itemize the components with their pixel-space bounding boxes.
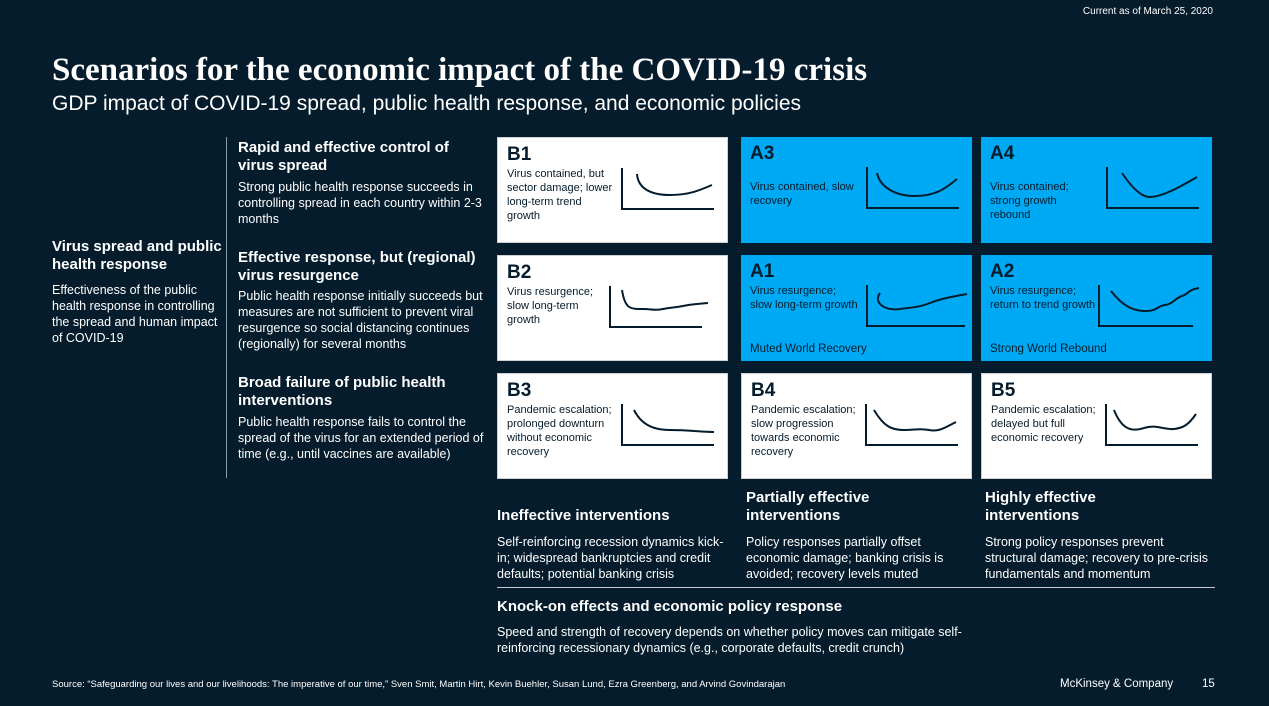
gdp-curve-icon bbox=[609, 286, 709, 328]
source-note: Source: “Safeguarding our lives and our … bbox=[52, 679, 786, 690]
scenario-desc: Pandemic escalation; slow progression to… bbox=[751, 404, 856, 458]
scenario-desc: Virus contained, slow recovery bbox=[750, 181, 854, 207]
row-label-rapid-control: Rapid and effective control of virus spr… bbox=[238, 139, 488, 227]
gdp-curve-icon bbox=[1105, 404, 1198, 446]
gdp-curve-icon bbox=[621, 404, 715, 446]
gdp-curve-icon bbox=[621, 168, 714, 210]
scenario-id: B2 bbox=[507, 262, 532, 283]
knock-on-effects: Knock-on effects and economic policy res… bbox=[497, 598, 977, 656]
column-text: Self-reinforcing recession dynamics kick… bbox=[497, 535, 724, 581]
column-text: Strong policy responses prevent structur… bbox=[985, 535, 1208, 581]
row-heading: Rapid and effective control of virus spr… bbox=[238, 139, 449, 174]
scenario-id: A3 bbox=[750, 143, 775, 164]
column-heading: Ineffective interventions bbox=[497, 507, 670, 524]
scenario-id: B3 bbox=[507, 380, 532, 401]
gdp-curve-icon bbox=[866, 167, 959, 209]
scenario-card-b4: B4 Pandemic escalation; slow progression… bbox=[741, 373, 972, 479]
scenario-desc: Pandemic escalation; delayed but full ec… bbox=[991, 404, 1096, 444]
page-title: Scenarios for the economic impact of the… bbox=[52, 52, 868, 88]
scenario-id: B5 bbox=[991, 380, 1016, 401]
scenario-desc: Virus contained; strong growth rebound bbox=[990, 181, 1069, 221]
scenario-footer: Strong World Rebound bbox=[990, 343, 1107, 355]
as-of-date: Current as of March 25, 2020 bbox=[1082, 6, 1213, 17]
column-text: Policy responses partially offset econom… bbox=[746, 535, 944, 581]
row-heading: Broad failure of public health intervent… bbox=[238, 374, 446, 409]
row-text: Strong public health response succeeds i… bbox=[238, 180, 482, 226]
brand-logo: McKinsey & Company bbox=[1060, 678, 1174, 690]
left-text: Effectiveness of the public health respo… bbox=[52, 283, 218, 345]
scenario-id: A1 bbox=[750, 261, 775, 282]
scenario-footer: Muted World Recovery bbox=[750, 343, 867, 355]
scenario-id: A4 bbox=[990, 143, 1015, 164]
row-heading: Effective response, but (regional) virus… bbox=[238, 249, 476, 284]
scenario-id: B1 bbox=[507, 144, 532, 165]
scenario-desc: Virus contained, but sector damage; lowe… bbox=[507, 168, 613, 222]
scenario-desc: Virus resurgence; slow long-term growth bbox=[750, 285, 858, 311]
column-heading: Partially effective interventions bbox=[746, 489, 870, 524]
gdp-curve-icon bbox=[1098, 285, 1200, 327]
scenario-desc: Pandemic escalation; prolonged downturn … bbox=[507, 404, 612, 458]
scenario-desc: Virus resurgence; return to trend growth bbox=[990, 285, 1096, 311]
scenario-card-a1: A1 Virus resurgence; slow long-term grow… bbox=[741, 255, 972, 361]
gdp-curve-icon bbox=[866, 285, 968, 327]
page-subtitle: GDP impact of COVID-19 spread, public he… bbox=[52, 92, 801, 115]
scenario-card-b3: B3 Pandemic escalation; prolonged downtu… bbox=[497, 373, 728, 479]
scenario-card-a2: A2 Virus resurgence; return to trend gro… bbox=[981, 255, 1212, 361]
column-label-highly-effective: Highly effective interventions Strong po… bbox=[985, 489, 1215, 582]
scenario-card-b2: B2 Virus resurgence; slow long-term grow… bbox=[497, 255, 728, 361]
divider bbox=[497, 587, 1215, 588]
gdp-curve-icon bbox=[865, 404, 958, 446]
axis-label-virus-spread: Virus spread and public health response … bbox=[52, 238, 222, 346]
scenario-card-b5: B5 Pandemic escalation; delayed but full… bbox=[981, 373, 1212, 479]
knock-on-text: Speed and strength of recovery depends o… bbox=[497, 625, 962, 655]
row-text: Public health response initially succeed… bbox=[238, 289, 483, 351]
knock-on-heading: Knock-on effects and economic policy res… bbox=[497, 598, 843, 615]
column-label-ineffective: Ineffective interventions Self-reinforci… bbox=[497, 507, 727, 582]
scenario-card-a4: A4 Virus contained; strong growth reboun… bbox=[981, 137, 1212, 243]
scenario-card-a3: A3 Virus contained, slow recovery bbox=[741, 137, 972, 243]
scenario-card-b1: B1 Virus contained, but sector damage; l… bbox=[497, 137, 728, 243]
left-heading: Virus spread and public health response bbox=[52, 238, 222, 273]
scenario-id: B4 bbox=[751, 380, 776, 401]
row-label-broad-failure: Broad failure of public health intervent… bbox=[238, 374, 488, 462]
scenario-id: A2 bbox=[990, 261, 1015, 282]
gdp-curve-icon bbox=[1106, 167, 1199, 209]
divider bbox=[226, 137, 227, 478]
column-heading: Highly effective interventions bbox=[985, 489, 1096, 524]
page-number: 15 bbox=[1202, 678, 1215, 690]
row-label-resurgence: Effective response, but (regional) virus… bbox=[238, 249, 488, 352]
column-label-partially-effective: Partially effective interventions Policy… bbox=[746, 489, 976, 582]
scenario-desc: Virus resurgence; slow long-term growth bbox=[507, 286, 594, 326]
row-text: Public health response fails to control … bbox=[238, 415, 484, 461]
